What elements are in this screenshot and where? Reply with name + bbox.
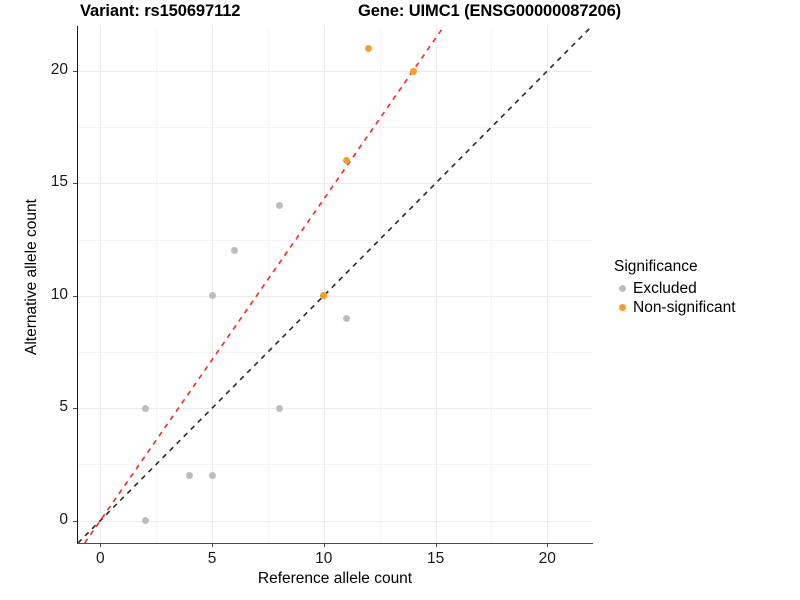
y-tick-label: 10	[50, 285, 68, 303]
gridline-minor-vertical	[156, 26, 158, 543]
x-tick-label: 10	[315, 550, 333, 567]
data-point	[409, 67, 417, 75]
data-point	[230, 247, 238, 255]
legend-items: Excluded Non-significant	[614, 279, 796, 317]
gridline-horizontal	[78, 71, 592, 72]
gene-title: Gene: UIMC1 (ENSG00000087206)	[358, 2, 622, 20]
reference-lines-layer	[78, 26, 592, 543]
gridline-vertical	[435, 26, 437, 543]
gridline-minor-horizontal	[78, 351, 592, 353]
x-tick	[100, 543, 102, 547]
gridline-minor-vertical	[491, 26, 493, 543]
y-tick	[73, 520, 77, 522]
x-tick	[547, 543, 549, 547]
gridline-minor-horizontal	[78, 239, 592, 241]
data-point	[186, 472, 194, 480]
x-tick-label: 0	[95, 550, 105, 567]
data-point	[365, 45, 372, 52]
y-axis-title: Alternative allele count	[23, 199, 40, 355]
legend-dot	[619, 304, 626, 311]
legend-title: Significance	[614, 258, 698, 275]
x-tick-label: 15	[426, 550, 445, 567]
gridline-horizontal	[78, 183, 592, 185]
reference-line-identity	[78, 26, 592, 543]
y-tick-label: 15	[50, 173, 68, 191]
gridline-vertical	[100, 26, 102, 543]
y-tick-label: 5	[59, 398, 68, 416]
x-tick	[323, 543, 325, 547]
plot-panel	[78, 26, 592, 543]
legend-item: Excluded	[614, 279, 796, 298]
y-tick	[73, 295, 77, 297]
y-tick	[73, 183, 77, 185]
gridline-vertical	[547, 26, 549, 543]
data-point	[320, 292, 328, 300]
gridline-vertical	[323, 26, 325, 543]
data-point	[342, 157, 350, 165]
legend: Significance Excluded Non-significant	[614, 258, 796, 317]
gridline-minor-vertical	[379, 26, 381, 543]
legend-item: Non-significant	[614, 298, 796, 317]
variant-title: Variant: rs150697112	[80, 2, 241, 20]
nonsignificant-dot	[614, 299, 631, 316]
excluded-dot	[614, 280, 631, 297]
gridline-horizontal	[78, 295, 592, 297]
x-axis-line	[77, 543, 593, 545]
y-tick	[73, 71, 77, 72]
data-point	[275, 202, 283, 210]
plot-title-row: Variant: rs150697112 Gene: UIMC1 (ENSG00…	[0, 0, 800, 28]
gridline-horizontal	[78, 408, 592, 410]
x-tick	[212, 543, 214, 547]
gridline-minor-horizontal	[78, 127, 592, 129]
legend-label: Non-significant	[633, 298, 736, 316]
data-point	[141, 517, 149, 524]
legend-label: Excluded	[633, 279, 697, 297]
data-point	[141, 404, 149, 412]
data-point	[208, 292, 216, 300]
y-tick-label: 20	[50, 61, 68, 78]
data-point	[342, 314, 350, 322]
gridline-vertical	[212, 26, 214, 543]
y-tick-label: 0	[59, 510, 68, 528]
legend-dot	[619, 285, 626, 292]
gridline-minor-vertical	[268, 26, 269, 543]
x-tick	[435, 543, 437, 547]
x-axis-title: Reference allele count	[257, 570, 413, 587]
gridline-minor-horizontal	[78, 464, 592, 466]
y-axis-line	[77, 26, 79, 544]
data-point	[275, 404, 283, 412]
y-tick	[73, 408, 77, 410]
data-point	[208, 472, 216, 480]
x-tick-label: 5	[207, 550, 217, 567]
x-tick-label: 20	[538, 550, 556, 567]
gridline-horizontal	[78, 520, 592, 522]
reference-line-allelic-ratio	[84, 26, 445, 543]
